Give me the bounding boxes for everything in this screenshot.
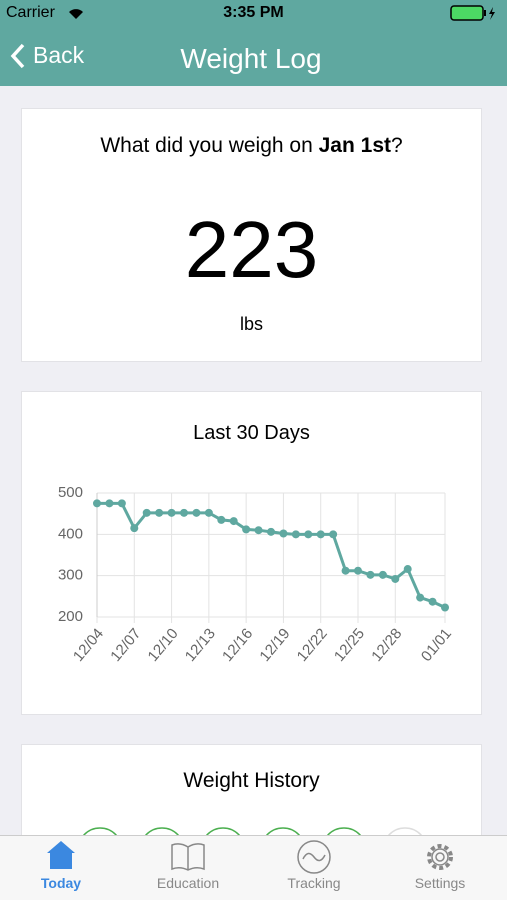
chart-card: Last 30 Days <box>21 391 482 715</box>
point <box>378 570 387 579</box>
header <box>0 0 507 86</box>
point <box>267 527 275 536</box>
nav-title: Weight Log <box>180 43 322 74</box>
tab-icons <box>47 840 453 874</box>
x-tick-label: 01/01 <box>418 625 455 665</box>
point <box>105 499 114 508</box>
point <box>130 524 139 533</box>
weight-line <box>97 501 446 609</box>
point <box>316 530 325 539</box>
point <box>180 508 188 517</box>
y-tick-label: 400 <box>58 525 83 542</box>
x-tick-label: 12/25 <box>331 625 368 665</box>
history-title: Weight History <box>183 769 320 792</box>
point <box>167 508 176 517</box>
tab-settings[interactable]: Settings <box>414 875 466 891</box>
prompt-question: What did you weigh on <box>100 134 313 157</box>
weight-value[interactable]: 223 <box>184 205 319 294</box>
point <box>329 530 338 539</box>
point <box>291 530 300 539</box>
tab-bar <box>0 835 507 900</box>
x-tick-label: 12/04 <box>70 625 107 665</box>
point <box>229 517 238 526</box>
point <box>341 566 350 575</box>
x-tick-label: 12/22 <box>294 625 331 665</box>
point <box>217 515 226 524</box>
point <box>416 593 425 602</box>
wifi-icon <box>69 9 83 19</box>
point <box>192 508 201 517</box>
x-tick-label: 12/28 <box>368 625 405 665</box>
point <box>117 499 126 508</box>
tab-education[interactable]: Education <box>156 875 220 891</box>
prompt-card: What did you weigh on Jan 1st? 223 lbs <box>21 108 482 362</box>
point <box>304 530 313 539</box>
point <box>142 508 151 517</box>
x-tick-label: 12/16 <box>219 625 256 665</box>
point <box>366 570 375 579</box>
prompt-suffix: ? <box>391 134 403 157</box>
prompt-date: Jan 1st <box>318 134 391 157</box>
history-circles <box>79 827 426 840</box>
point <box>403 565 412 574</box>
y-tick-label: 200 <box>58 608 83 625</box>
x-tick-label: 12/10 <box>145 625 182 665</box>
carrier: Carrier <box>6 4 55 21</box>
point <box>391 574 400 583</box>
x-tick-label: 12/19 <box>256 625 293 665</box>
y-tick-label: 500 <box>58 484 83 501</box>
point <box>242 525 251 534</box>
weight-unit: lbs <box>239 314 263 334</box>
x-tick-label: 12/07 <box>107 625 144 665</box>
tab-tracking[interactable]: Tracking <box>287 875 341 891</box>
prompt: What did you weigh on Jan 1st? <box>22 134 481 158</box>
point <box>441 603 449 612</box>
point <box>428 597 437 606</box>
point <box>93 499 101 508</box>
back-button[interactable]: Back <box>33 42 85 68</box>
point <box>354 566 362 575</box>
battery-icon <box>450 5 495 21</box>
point <box>279 529 288 538</box>
point <box>204 508 213 517</box>
x-tick-label: 12/13 <box>182 625 219 665</box>
status-time: 3:35 PM <box>223 4 284 21</box>
y-tick-label: 300 <box>58 567 83 584</box>
chart-title: Last 30 Days <box>193 422 310 444</box>
point <box>155 508 164 517</box>
point <box>254 526 263 535</box>
back-chevron[interactable] <box>8 42 28 70</box>
tab-today[interactable]: Today <box>40 875 82 891</box>
